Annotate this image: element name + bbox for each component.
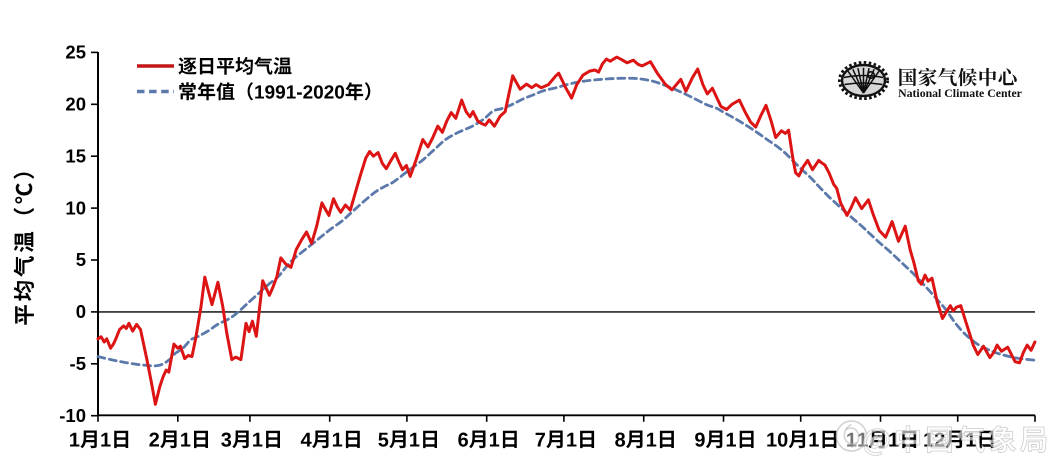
svg-text:15: 15 — [65, 145, 86, 166]
svg-text:National Climate Center: National Climate Center — [898, 86, 1022, 100]
svg-text:25: 25 — [65, 42, 86, 63]
svg-text:-5: -5 — [70, 353, 86, 374]
svg-text:-10: -10 — [59, 405, 86, 426]
svg-text:0: 0 — [76, 301, 86, 322]
svg-text:5: 5 — [76, 249, 86, 270]
svg-text:20: 20 — [65, 94, 86, 115]
svg-text:10: 10 — [65, 197, 86, 218]
